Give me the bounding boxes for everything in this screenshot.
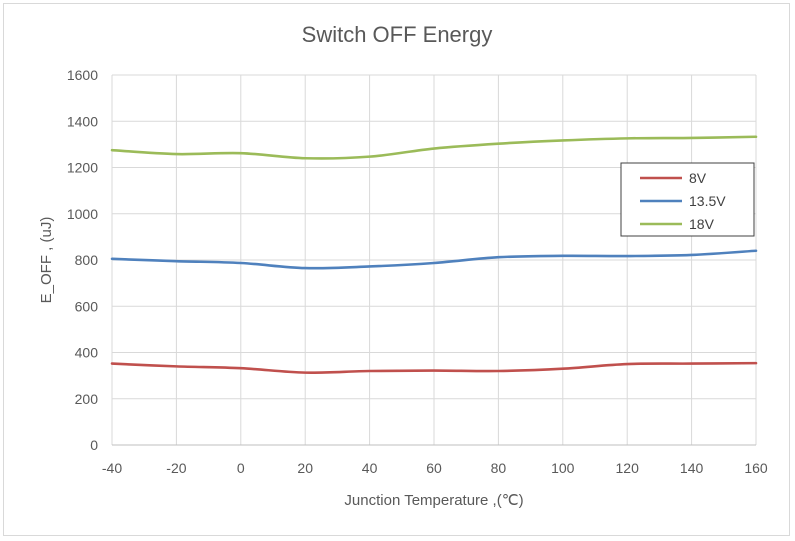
x-tick-label: 120 [616,460,640,476]
x-axis-title: Junction Temperature ,(℃) [344,492,523,509]
x-tick-label: 60 [426,460,442,476]
y-tick-label: 600 [75,298,99,314]
x-tick-label: 80 [491,460,507,476]
y-tick-label: 800 [75,252,99,268]
y-tick-label: 1400 [67,113,98,129]
x-tick-label: 140 [680,460,704,476]
y-tick-label: 1000 [67,206,98,222]
series-line-8v [110,361,758,374]
y-tick-label: 200 [75,391,99,407]
legend: 8V 13.5V 18V [620,162,755,237]
x-tick-labels: -40 -20 0 20 40 60 80 100 120 140 160 [102,460,768,476]
x-tick-label: 0 [237,460,245,476]
chart-title: Switch OFF Energy [302,22,493,47]
y-axis-title: E_OFF , (uJ) [38,217,55,304]
grid [111,74,757,446]
y-tick-label: 1200 [67,160,98,176]
y-tick-label: 1600 [67,67,98,83]
y-tick-label: 0 [90,437,98,453]
legend-label: 18V [689,216,715,232]
legend-label: 8V [689,170,707,186]
series-line-18v [110,135,758,160]
series-line-13-5v [110,249,758,270]
x-tick-label: 100 [551,460,575,476]
y-tick-label: 400 [75,345,99,361]
y-tick-labels: 0 200 400 600 800 1000 1200 1400 1600 [67,67,98,453]
x-tick-label: 40 [362,460,378,476]
x-tick-label: 160 [744,460,768,476]
legend-label: 13.5V [689,193,726,209]
x-tick-label: 20 [297,460,313,476]
chart-frame [3,3,790,536]
x-tick-label: -20 [166,460,186,476]
x-tick-label: -40 [102,460,122,476]
series-lines [110,135,758,374]
